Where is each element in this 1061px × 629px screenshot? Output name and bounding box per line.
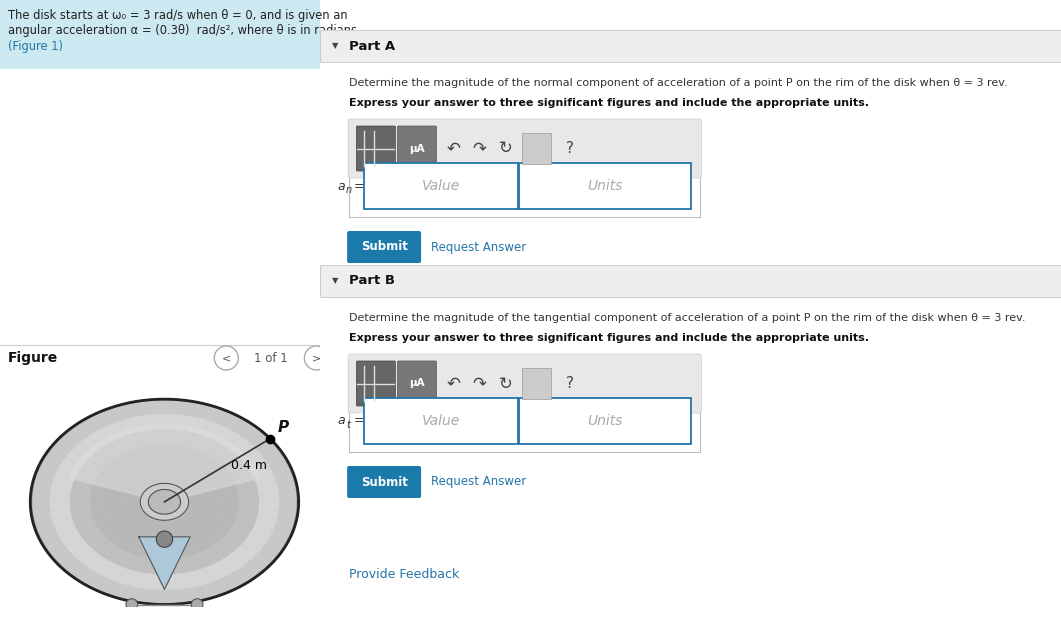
Text: a: a [337, 415, 345, 428]
Text: Value: Value [421, 414, 459, 428]
Polygon shape [129, 604, 199, 614]
Polygon shape [70, 430, 259, 574]
FancyBboxPatch shape [347, 466, 421, 498]
Text: ↶: ↶ [447, 374, 460, 392]
FancyBboxPatch shape [364, 398, 518, 444]
FancyBboxPatch shape [348, 354, 701, 413]
Text: Value: Value [421, 179, 459, 193]
Text: ↻: ↻ [499, 140, 512, 157]
Text: Determine the magnitude of the normal component of acceleration of a point P on : Determine the magnitude of the normal co… [349, 78, 1008, 88]
Text: ↷: ↷ [473, 374, 487, 392]
Text: Figure: Figure [8, 351, 58, 365]
FancyBboxPatch shape [364, 163, 518, 209]
Text: ▼: ▼ [331, 42, 338, 50]
Polygon shape [31, 399, 299, 604]
Text: angular acceleration α = (0.3θ)  rad/s², where θ is in radians.: angular acceleration α = (0.3θ) rad/s², … [8, 24, 361, 37]
FancyBboxPatch shape [356, 126, 396, 171]
FancyBboxPatch shape [349, 355, 700, 452]
FancyBboxPatch shape [398, 361, 436, 406]
Circle shape [305, 346, 329, 370]
FancyBboxPatch shape [356, 361, 396, 406]
Text: Units: Units [587, 179, 623, 193]
FancyBboxPatch shape [519, 163, 691, 209]
FancyBboxPatch shape [522, 368, 551, 399]
Text: <: < [222, 353, 231, 363]
FancyBboxPatch shape [0, 69, 320, 629]
Polygon shape [139, 537, 190, 589]
Text: μA: μA [410, 379, 424, 389]
Circle shape [191, 599, 203, 610]
FancyBboxPatch shape [519, 398, 691, 444]
Text: Request Answer: Request Answer [432, 240, 526, 253]
FancyBboxPatch shape [349, 120, 700, 217]
FancyBboxPatch shape [0, 0, 320, 69]
Text: Express your answer to three significant figures and include the appropriate uni: Express your answer to three significant… [349, 98, 869, 108]
Text: a: a [337, 179, 345, 192]
FancyBboxPatch shape [347, 231, 421, 263]
Text: Express your answer to three significant figures and include the appropriate uni: Express your answer to three significant… [349, 333, 869, 343]
Text: Units: Units [587, 414, 623, 428]
Text: Request Answer: Request Answer [432, 476, 526, 489]
Text: 0.4 m: 0.4 m [231, 459, 267, 472]
Circle shape [214, 346, 239, 370]
Text: t: t [346, 420, 350, 430]
FancyBboxPatch shape [320, 265, 1061, 297]
Text: μA: μA [410, 143, 424, 153]
Text: >: > [312, 353, 321, 363]
Circle shape [126, 599, 138, 610]
Text: n: n [346, 185, 352, 195]
FancyBboxPatch shape [348, 119, 701, 178]
Text: ▼: ▼ [331, 277, 338, 286]
Text: ?: ? [566, 376, 574, 391]
Text: =: = [350, 179, 365, 192]
Text: 1 of 1: 1 of 1 [255, 352, 289, 364]
Text: Provide Feedback: Provide Feedback [349, 567, 459, 581]
Text: Part B: Part B [349, 274, 395, 287]
Polygon shape [33, 401, 296, 603]
FancyBboxPatch shape [398, 126, 436, 171]
Polygon shape [50, 415, 279, 589]
FancyBboxPatch shape [522, 133, 551, 164]
Text: ?: ? [566, 141, 574, 156]
Text: Determine the magnitude of the tangential component of acceleration of a point P: Determine the magnitude of the tangentia… [349, 313, 1026, 323]
Polygon shape [140, 483, 189, 520]
Polygon shape [90, 445, 239, 559]
Text: Submit: Submit [361, 476, 407, 489]
Circle shape [156, 531, 173, 547]
Text: ↻: ↻ [499, 374, 512, 392]
Text: ↷: ↷ [473, 140, 487, 157]
Polygon shape [69, 425, 260, 502]
Text: (Figure 1): (Figure 1) [8, 40, 63, 53]
Text: The disk starts at ω₀ = 3 rad/s when θ = 0, and is given an: The disk starts at ω₀ = 3 rad/s when θ =… [8, 9, 348, 22]
Polygon shape [149, 489, 180, 514]
Text: Submit: Submit [361, 240, 407, 253]
Text: =: = [350, 415, 365, 428]
FancyBboxPatch shape [320, 30, 1061, 62]
Text: ↶: ↶ [447, 140, 460, 157]
Text: Part A: Part A [349, 40, 396, 52]
Text: P: P [277, 420, 289, 435]
